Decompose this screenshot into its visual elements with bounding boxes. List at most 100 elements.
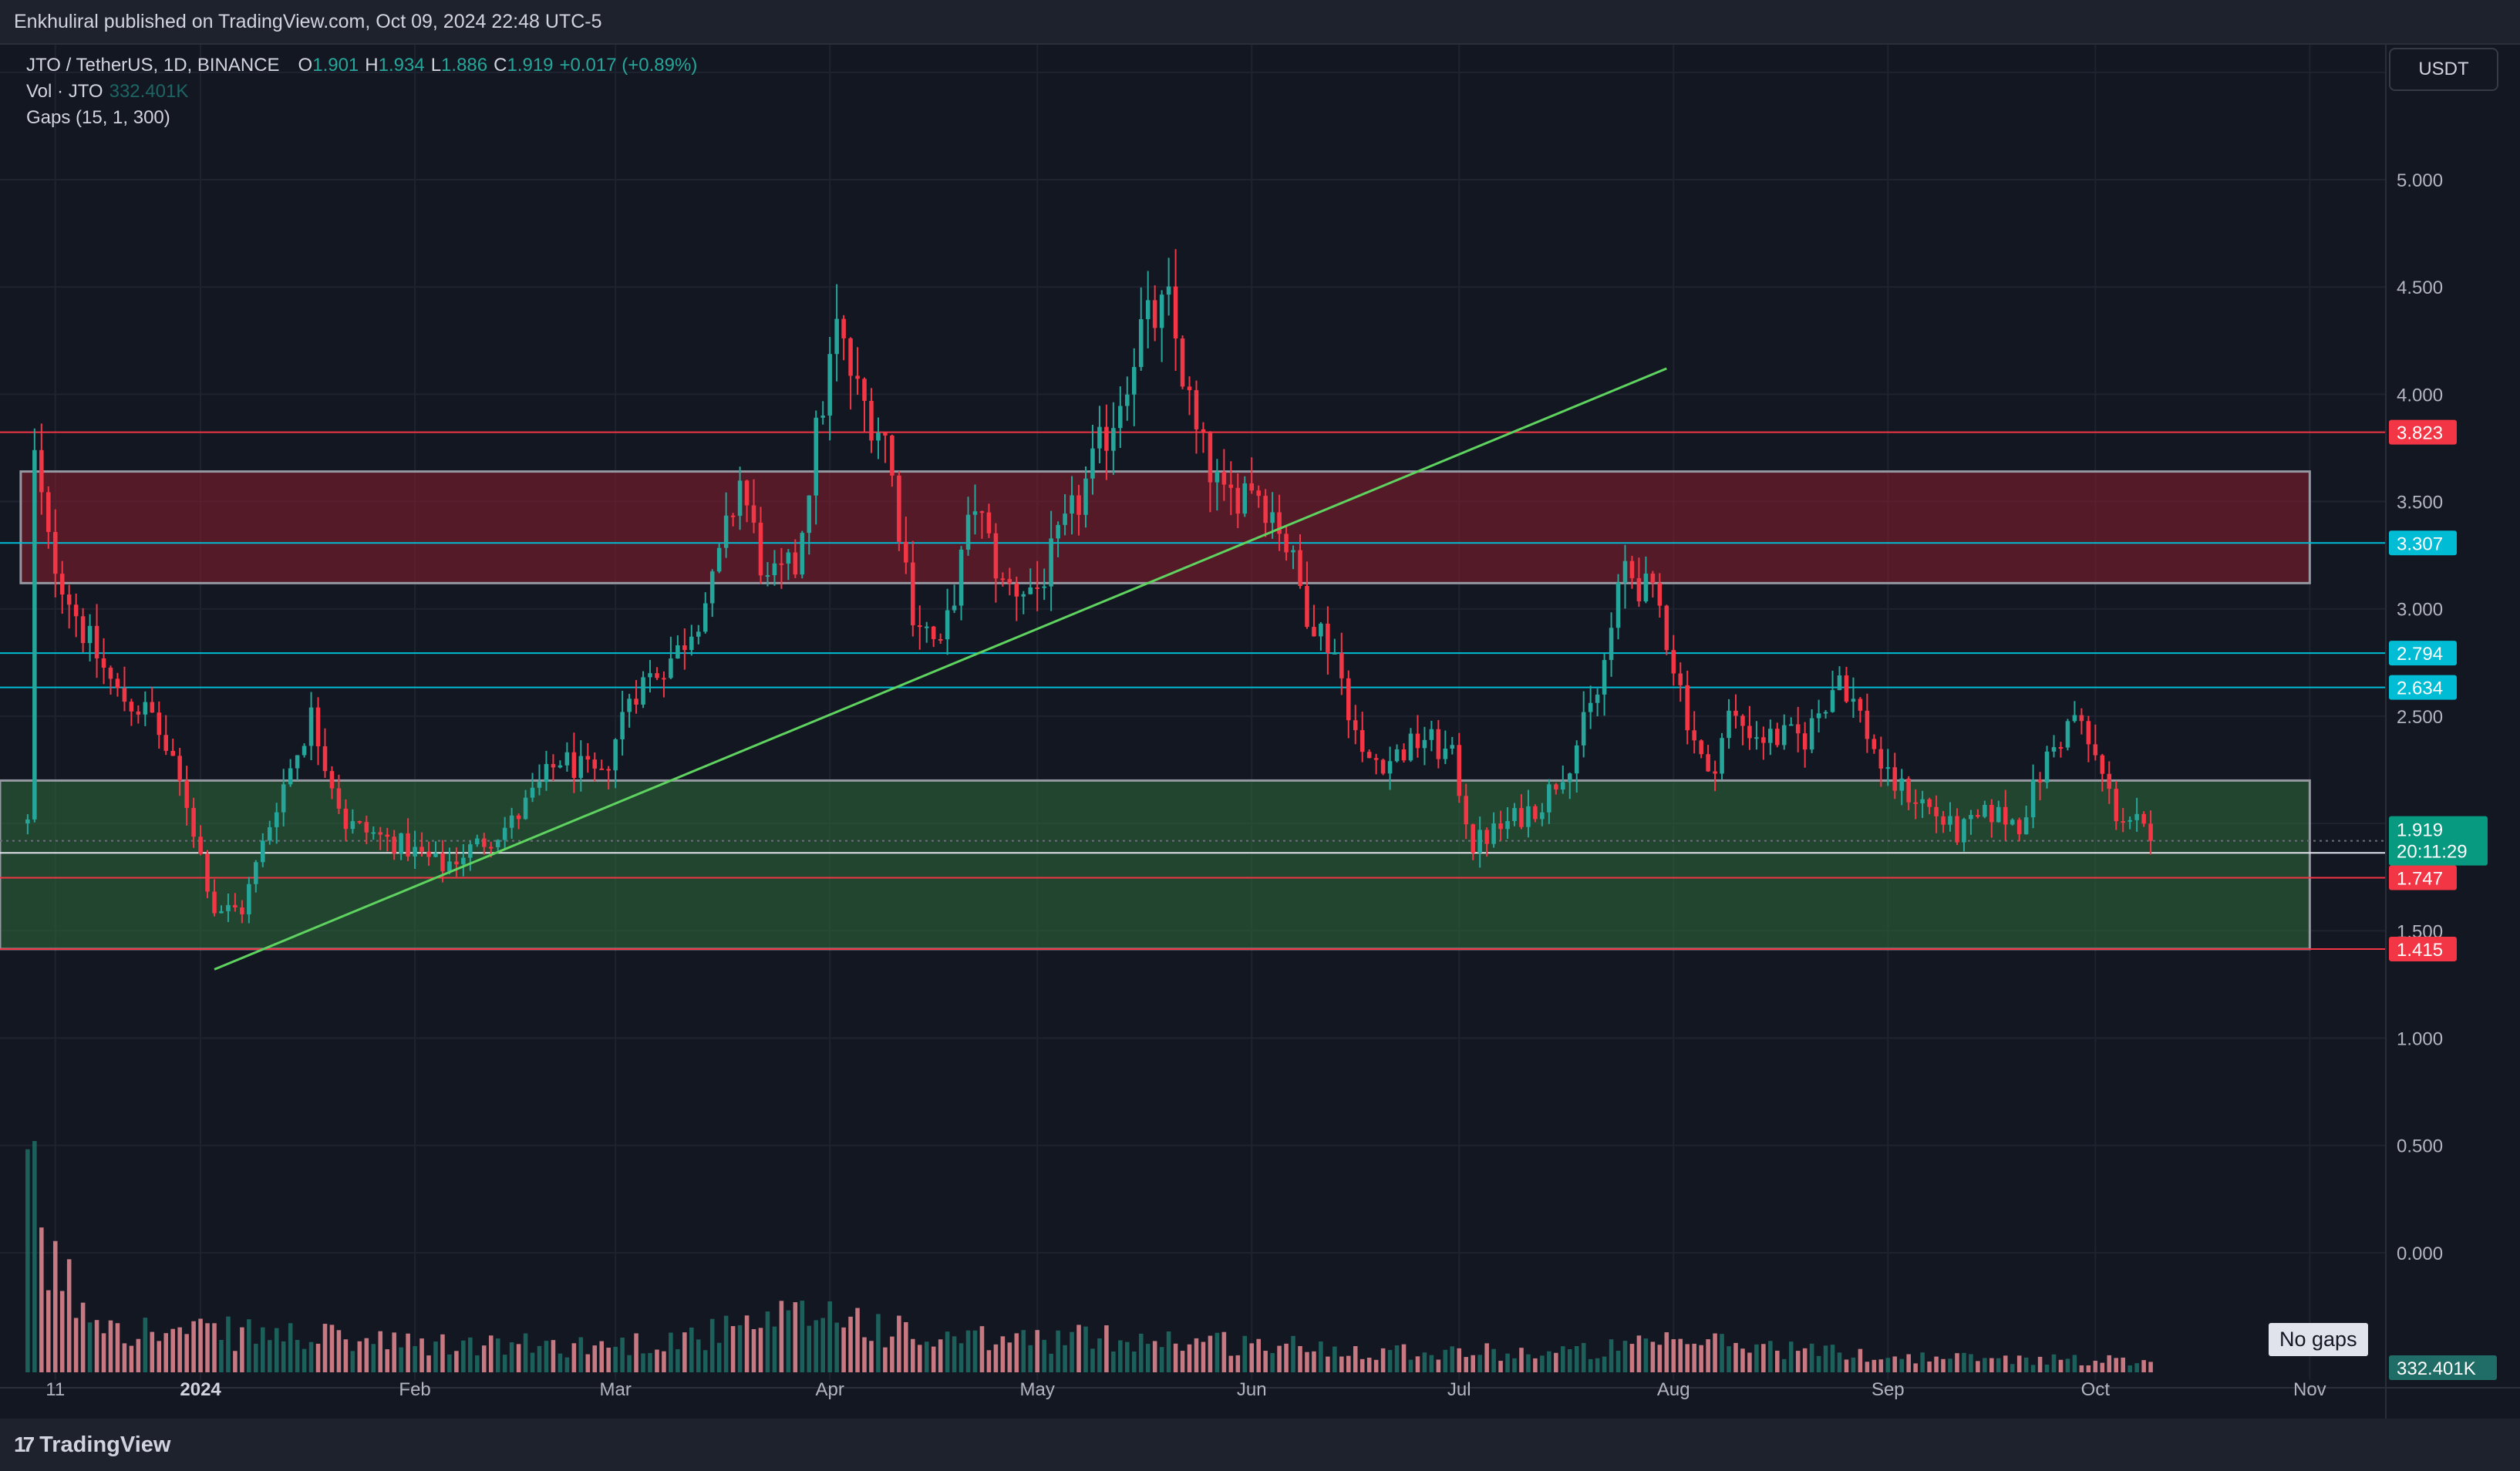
candle[interactable] <box>108 668 113 679</box>
candle[interactable] <box>1976 815 1980 817</box>
candle[interactable] <box>336 788 342 809</box>
candle[interactable] <box>730 515 736 517</box>
candle[interactable] <box>641 677 645 705</box>
candle[interactable] <box>2016 820 2022 835</box>
candle[interactable] <box>1201 429 1206 433</box>
candle[interactable] <box>779 563 784 565</box>
candle[interactable] <box>1615 582 1621 628</box>
candle[interactable] <box>1319 623 1323 637</box>
candle[interactable] <box>392 836 396 854</box>
candle[interactable] <box>1878 749 1884 769</box>
candle[interactable] <box>1187 386 1192 391</box>
candle[interactable] <box>869 400 874 441</box>
candle[interactable] <box>807 495 812 534</box>
candle[interactable] <box>1007 579 1012 584</box>
candle[interactable] <box>1948 816 1952 825</box>
candle[interactable] <box>254 862 258 884</box>
candle[interactable] <box>426 851 431 857</box>
candle[interactable] <box>1636 577 1642 602</box>
volume-label[interactable]: Vol · JTO <box>26 81 103 102</box>
candle[interactable] <box>1567 773 1572 783</box>
candle[interactable] <box>1359 730 1365 752</box>
candle[interactable] <box>758 522 763 576</box>
candle[interactable] <box>1809 718 1814 750</box>
candle[interactable] <box>1733 710 1738 716</box>
candle[interactable] <box>1471 824 1475 853</box>
candle[interactable] <box>1768 729 1773 743</box>
candle[interactable] <box>702 603 708 632</box>
candle[interactable] <box>751 505 756 523</box>
candle[interactable] <box>993 533 999 579</box>
candle[interactable] <box>1131 367 1137 395</box>
candle[interactable] <box>475 838 480 845</box>
candle[interactable] <box>1263 496 1268 523</box>
candle[interactable] <box>295 755 300 769</box>
candle[interactable] <box>558 765 563 768</box>
candle[interactable] <box>1788 724 1794 726</box>
candle[interactable] <box>454 861 459 865</box>
candle[interactable] <box>481 838 487 847</box>
candle[interactable] <box>1927 799 1932 807</box>
candle[interactable] <box>648 673 652 678</box>
candle[interactable] <box>1215 472 1220 483</box>
gaps-indicator-label[interactable]: Gaps (15, 1, 300) <box>26 107 170 128</box>
candle[interactable] <box>357 821 362 823</box>
candle[interactable] <box>378 832 383 835</box>
candle[interactable] <box>2044 751 2050 783</box>
candle[interactable] <box>585 756 591 760</box>
candle[interactable] <box>495 840 500 847</box>
candle[interactable] <box>1436 729 1441 759</box>
candle[interactable] <box>1208 432 1213 483</box>
candle[interactable] <box>1498 823 1503 830</box>
candle[interactable] <box>1332 652 1337 655</box>
candle[interactable] <box>1795 724 1801 734</box>
candle[interactable] <box>461 857 466 865</box>
candle[interactable] <box>329 771 335 789</box>
candle[interactable] <box>1837 675 1842 691</box>
candle[interactable] <box>613 739 618 771</box>
candle[interactable] <box>1118 406 1123 429</box>
candle[interactable] <box>198 836 203 854</box>
candle[interactable] <box>1477 830 1482 853</box>
candle[interactable] <box>696 631 701 637</box>
candle[interactable] <box>2065 721 2070 748</box>
candle[interactable] <box>578 756 584 778</box>
candle[interactable] <box>1326 623 1330 654</box>
candle[interactable] <box>136 711 141 715</box>
candle[interactable] <box>440 853 445 872</box>
candle[interactable] <box>1221 472 1227 485</box>
candle[interactable] <box>1014 583 1019 597</box>
candle[interactable] <box>1844 675 1849 702</box>
candle[interactable] <box>841 318 846 338</box>
candle[interactable] <box>212 891 217 914</box>
candle[interactable] <box>958 549 964 606</box>
candle[interactable] <box>1622 560 1628 583</box>
candle[interactable] <box>1526 806 1531 827</box>
candle[interactable] <box>157 712 162 736</box>
candle[interactable] <box>2086 721 2091 745</box>
candle[interactable] <box>800 533 805 575</box>
candle[interactable] <box>1816 713 1821 719</box>
candle[interactable] <box>1056 524 1060 539</box>
candle[interactable] <box>150 702 155 713</box>
candle[interactable] <box>488 847 494 849</box>
candle[interactable] <box>1754 737 1759 739</box>
candle[interactable] <box>917 625 922 628</box>
candle[interactable] <box>2128 820 2132 822</box>
candle[interactable] <box>1547 784 1551 813</box>
candle[interactable] <box>1145 300 1151 320</box>
candle[interactable] <box>1000 578 1006 581</box>
candle[interactable] <box>1706 754 1710 772</box>
candle[interactable] <box>1692 730 1696 741</box>
candle[interactable] <box>1989 805 1994 823</box>
candle[interactable] <box>1021 594 1026 597</box>
candle[interactable] <box>274 812 279 827</box>
candle[interactable] <box>1851 698 1856 702</box>
candle[interactable] <box>1747 725 1752 739</box>
candle[interactable] <box>509 815 514 828</box>
candle[interactable] <box>1775 729 1780 746</box>
candle[interactable] <box>772 563 777 576</box>
candle[interactable] <box>52 532 58 574</box>
candle[interactable] <box>744 480 750 506</box>
candle[interactable] <box>1561 782 1565 790</box>
